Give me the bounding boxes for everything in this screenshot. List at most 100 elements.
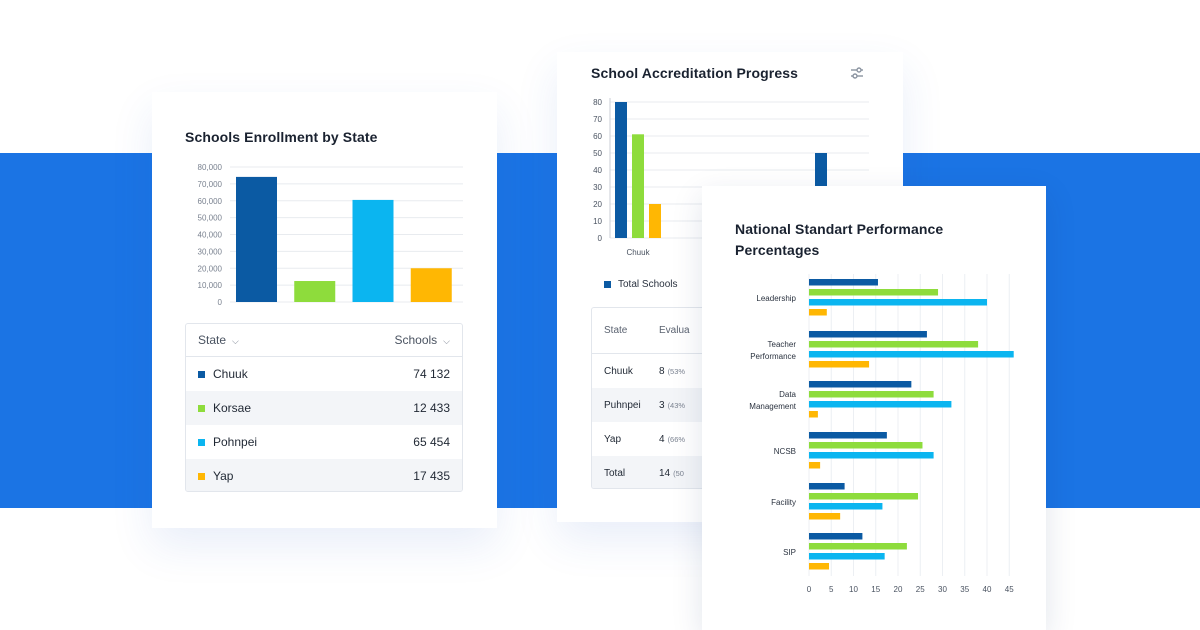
schools-column-sort[interactable]: Schools ⌵ [394,333,450,347]
bar-group-2-series-3 [809,411,818,418]
performance-chart: 0 5 10 15 20 25 30 35 40 45 Leadership Teacher Perfo… [749,274,1014,594]
accreditation-legend[interactable]: Total Schools [604,279,677,290]
chevron-down-icon: ⌵ [443,336,450,346]
bar-group-3-series-2 [809,452,934,459]
x-tick-label: 30 [938,585,947,594]
bar-group-2-series-2 [809,401,952,408]
x-tick-label: 10 [849,585,858,594]
state-name: Yap [213,469,234,483]
y-tick-label: 50,000 [198,214,223,223]
evaluation-percent: (53% [667,366,686,376]
bar-group-3-series-1 [809,442,923,449]
table-row: Chuuk 74 132 [186,357,462,391]
state-name: Pohnpei [213,435,258,449]
bar-group-0-series-2 [809,299,987,306]
y-tick-label: 50 [593,149,602,158]
state-name: Total [604,467,626,479]
y-tick-label: 0 [598,234,603,243]
school-count: 17 435 [413,469,450,483]
y-tick-label: 80,000 [198,163,223,172]
state-column-sort[interactable]: State ⌵ [198,333,239,347]
y-tick-label: 10,000 [198,281,223,290]
legend-swatch [198,472,205,480]
bar-group-5-series-3 [809,563,830,570]
school-count: 65 454 [413,435,450,449]
table-row: Total 14 (50 [592,456,711,488]
table-row: Chuuk 8 (53% [592,354,711,388]
bar-chuuk-series-2 [649,204,661,238]
school-count: 12 433 [413,401,450,415]
table-row: Korsae 12 433 [186,391,462,425]
category-label: Performance [750,352,796,361]
y-tick-label: 40,000 [198,231,223,240]
bar-group-1-series-0 [809,331,927,338]
y-tick-label: 60,000 [198,197,223,206]
bar-group-3-series-0 [809,432,887,439]
table-row: Pohnpei 65 454 [186,425,462,459]
evaluation-percent: (50 [673,468,684,478]
bar-korsae [294,281,336,302]
bar-group-1-series-3 [809,361,870,368]
evaluation-percent: (66% [667,434,686,444]
y-tick-label: 40 [593,166,602,175]
bar-group-4-series-2 [809,503,883,510]
x-tick-label: 20 [894,585,903,594]
state-name: Chuuk [213,367,248,381]
state-name: Korsae [213,401,252,415]
x-tick-label: 25 [916,585,925,594]
category-label: Management [749,402,796,411]
bar-group-3-series-3 [809,462,821,469]
bar-group-0-series-0 [809,279,878,286]
x-tick-label: 45 [1005,585,1014,594]
x-tick-label: 0 [807,585,812,594]
evaluation-value: 4 [659,433,665,445]
bar-group-2-series-1 [809,391,934,398]
state-header[interactable]: State [604,325,628,336]
bar-group-1-series-2 [809,351,1014,358]
legend-label: Total Schools [618,279,678,290]
sliders-icon[interactable] [850,66,864,80]
legend-swatch [198,370,205,378]
bar-chuuk-series-0 [615,102,627,238]
category-label: Teacher [768,340,797,349]
enrollment-chart: 0 10,000 20,000 30,000 40,000 50,000 60,000 70,… [198,163,463,307]
evaluation-header[interactable]: Evalua [659,325,690,336]
legend-swatch [604,281,611,288]
accreditation-table: State Evalua Chuuk 8 (53% Puhnpei 3 (43% Y… [591,307,711,489]
enrollment-table: State ⌵ Schools ⌵ Chuuk 74 132 Korsae 12 4… [185,323,463,492]
y-tick-label: 70 [593,115,602,124]
enrollment-table-header: State ⌵ Schools ⌵ [186,324,462,357]
y-tick-label: 60 [593,132,602,141]
y-tick-label: 30,000 [198,247,223,256]
school-count: 74 132 [413,367,450,381]
bar-group-0-series-1 [809,289,939,296]
chevron-down-icon: ⌵ [232,336,239,346]
enrollment-card: 0 10,000 20,000 30,000 40,000 50,000 60,000 70,… [152,92,497,528]
bar-group-4-series-1 [809,493,919,500]
bar-group-5-series-0 [809,533,863,540]
bar-group-0-series-3 [809,309,827,316]
evaluation-value: 8 [659,365,665,377]
accreditation-title: School Accreditation Progress [591,65,798,81]
x-tick-label: Chuuk [626,248,650,257]
schools-header: Schools [394,333,438,347]
bar-chuuk [236,176,277,302]
state-name: Chuuk [604,365,633,377]
category-label: Facility [771,498,796,507]
bar-pohnpei [352,199,394,302]
table-row: Puhnpei 3 (43% [592,388,711,422]
bar-group-5-series-2 [809,553,885,560]
x-tick-label: 40 [983,585,992,594]
state-header: State [198,333,227,347]
bar-group-4-series-0 [809,483,845,490]
accreditation-chart: 0 10 20 30 40 50 60 70 80 Chuuk [593,98,869,257]
x-tick-label: 5 [829,585,834,594]
y-tick-label: 20 [593,200,602,209]
bar-chuuk-series-1 [632,134,644,238]
category-label: NCSB [774,447,796,456]
evaluation-value: 14 [659,467,671,479]
y-tick-label: 10 [593,217,602,226]
y-tick-label: 70,000 [198,180,223,189]
y-tick-label: 20,000 [198,264,223,273]
y-tick-label: 30 [593,183,602,192]
